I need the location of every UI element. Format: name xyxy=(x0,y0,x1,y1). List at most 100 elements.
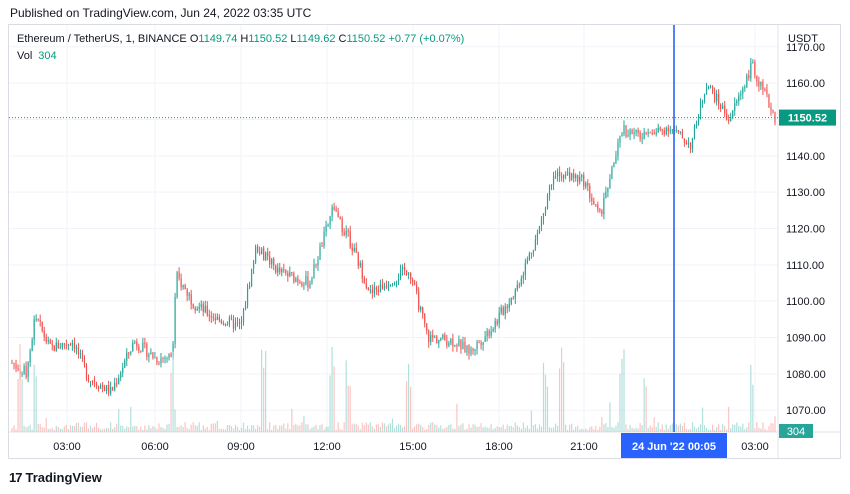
candle-body xyxy=(110,387,112,394)
candle-body xyxy=(752,62,754,64)
candle-body xyxy=(208,314,210,317)
volume-bar xyxy=(112,428,114,432)
volume-bar xyxy=(132,426,134,432)
volume-bar xyxy=(466,428,468,432)
candle-body xyxy=(695,123,698,126)
candle-body xyxy=(434,336,436,338)
volume-bar xyxy=(410,386,412,432)
volume-bar xyxy=(148,425,150,432)
volume-bar xyxy=(23,425,25,432)
candle-body xyxy=(389,285,392,287)
candle-body xyxy=(635,129,637,133)
candle-body xyxy=(57,342,59,349)
candle-body xyxy=(446,340,448,346)
candle-body xyxy=(325,225,327,232)
candle-body xyxy=(397,278,400,282)
volume-bar xyxy=(697,426,700,432)
y-tick-label: 1130.00 xyxy=(786,187,825,199)
candle-body xyxy=(595,204,597,206)
volume-bar xyxy=(707,429,710,432)
tradingview-logo-text: TradingView xyxy=(25,470,102,485)
candle-body xyxy=(216,316,218,321)
volume-bar xyxy=(464,429,466,432)
volume-bar xyxy=(621,358,623,432)
volume-bar xyxy=(567,429,569,432)
candle-body xyxy=(438,339,440,344)
candle-body xyxy=(410,273,412,280)
candle-body xyxy=(585,182,587,187)
volume-bar xyxy=(146,429,148,432)
volume-bar xyxy=(186,428,188,432)
candle-body xyxy=(754,62,756,76)
candle-body xyxy=(554,176,557,177)
candle-body xyxy=(391,284,394,286)
candle-body xyxy=(514,289,516,299)
candle-body xyxy=(619,136,621,143)
volume-bar xyxy=(33,364,35,432)
candle-body xyxy=(414,282,416,285)
volume-bar xyxy=(639,423,641,432)
volume-bar xyxy=(629,424,631,432)
volume-bar xyxy=(206,426,208,432)
candle-body xyxy=(55,342,57,351)
candle-body xyxy=(432,335,434,338)
volume-bar xyxy=(659,428,661,432)
volume-bar xyxy=(669,425,671,432)
candle-body xyxy=(291,272,293,274)
volume-bar xyxy=(331,346,333,432)
volume-bar xyxy=(667,428,669,432)
candle-body xyxy=(108,385,110,394)
candle-body xyxy=(313,264,315,279)
candle-body xyxy=(744,87,746,89)
volume-bar xyxy=(134,425,136,432)
candle-body xyxy=(498,312,500,324)
volume-bar xyxy=(643,378,645,432)
candle-body xyxy=(482,342,484,345)
volume-bar xyxy=(77,422,80,432)
volume-bar xyxy=(313,426,315,432)
candle-body xyxy=(546,196,549,208)
chart-panel[interactable] xyxy=(8,24,841,459)
candle-body xyxy=(470,348,472,355)
candle-body xyxy=(418,291,420,310)
candle-body xyxy=(416,284,418,292)
volume-bar xyxy=(281,425,283,432)
volume-bar xyxy=(440,425,442,432)
candle-body xyxy=(184,285,186,290)
volume-bar xyxy=(720,429,722,432)
candle-body xyxy=(579,176,581,182)
volume-bar xyxy=(750,364,752,432)
candle-body xyxy=(716,93,718,102)
candle-body xyxy=(317,259,319,266)
candle-body xyxy=(236,322,239,324)
volume-bar xyxy=(734,424,736,432)
candle-body xyxy=(361,263,363,279)
candle-body xyxy=(35,319,37,320)
candle-body xyxy=(633,132,635,134)
volume-bar xyxy=(361,422,363,432)
volume-bar xyxy=(623,349,625,432)
volume-bar xyxy=(651,427,653,432)
volume-bar xyxy=(456,403,458,432)
volume-bar xyxy=(59,428,61,432)
candle-body xyxy=(347,230,349,232)
candle-body xyxy=(601,210,603,215)
volume-bar xyxy=(772,423,774,432)
candle-body xyxy=(343,232,345,236)
volume-bar xyxy=(367,424,369,432)
volume-bar xyxy=(514,422,516,432)
candle-body xyxy=(261,248,263,254)
tradingview-logo[interactable]: 17 TradingView xyxy=(9,470,102,485)
candle-body xyxy=(174,297,176,344)
candle-body xyxy=(589,185,591,198)
candle-body xyxy=(718,93,720,105)
volume-bar xyxy=(25,427,27,432)
volume-bar xyxy=(122,425,124,432)
candle-body xyxy=(299,281,301,283)
candle-body xyxy=(667,127,669,132)
candle-body xyxy=(180,278,182,288)
volume-bar xyxy=(383,423,386,432)
volume-bar xyxy=(339,428,341,432)
volume-bar xyxy=(234,424,237,432)
